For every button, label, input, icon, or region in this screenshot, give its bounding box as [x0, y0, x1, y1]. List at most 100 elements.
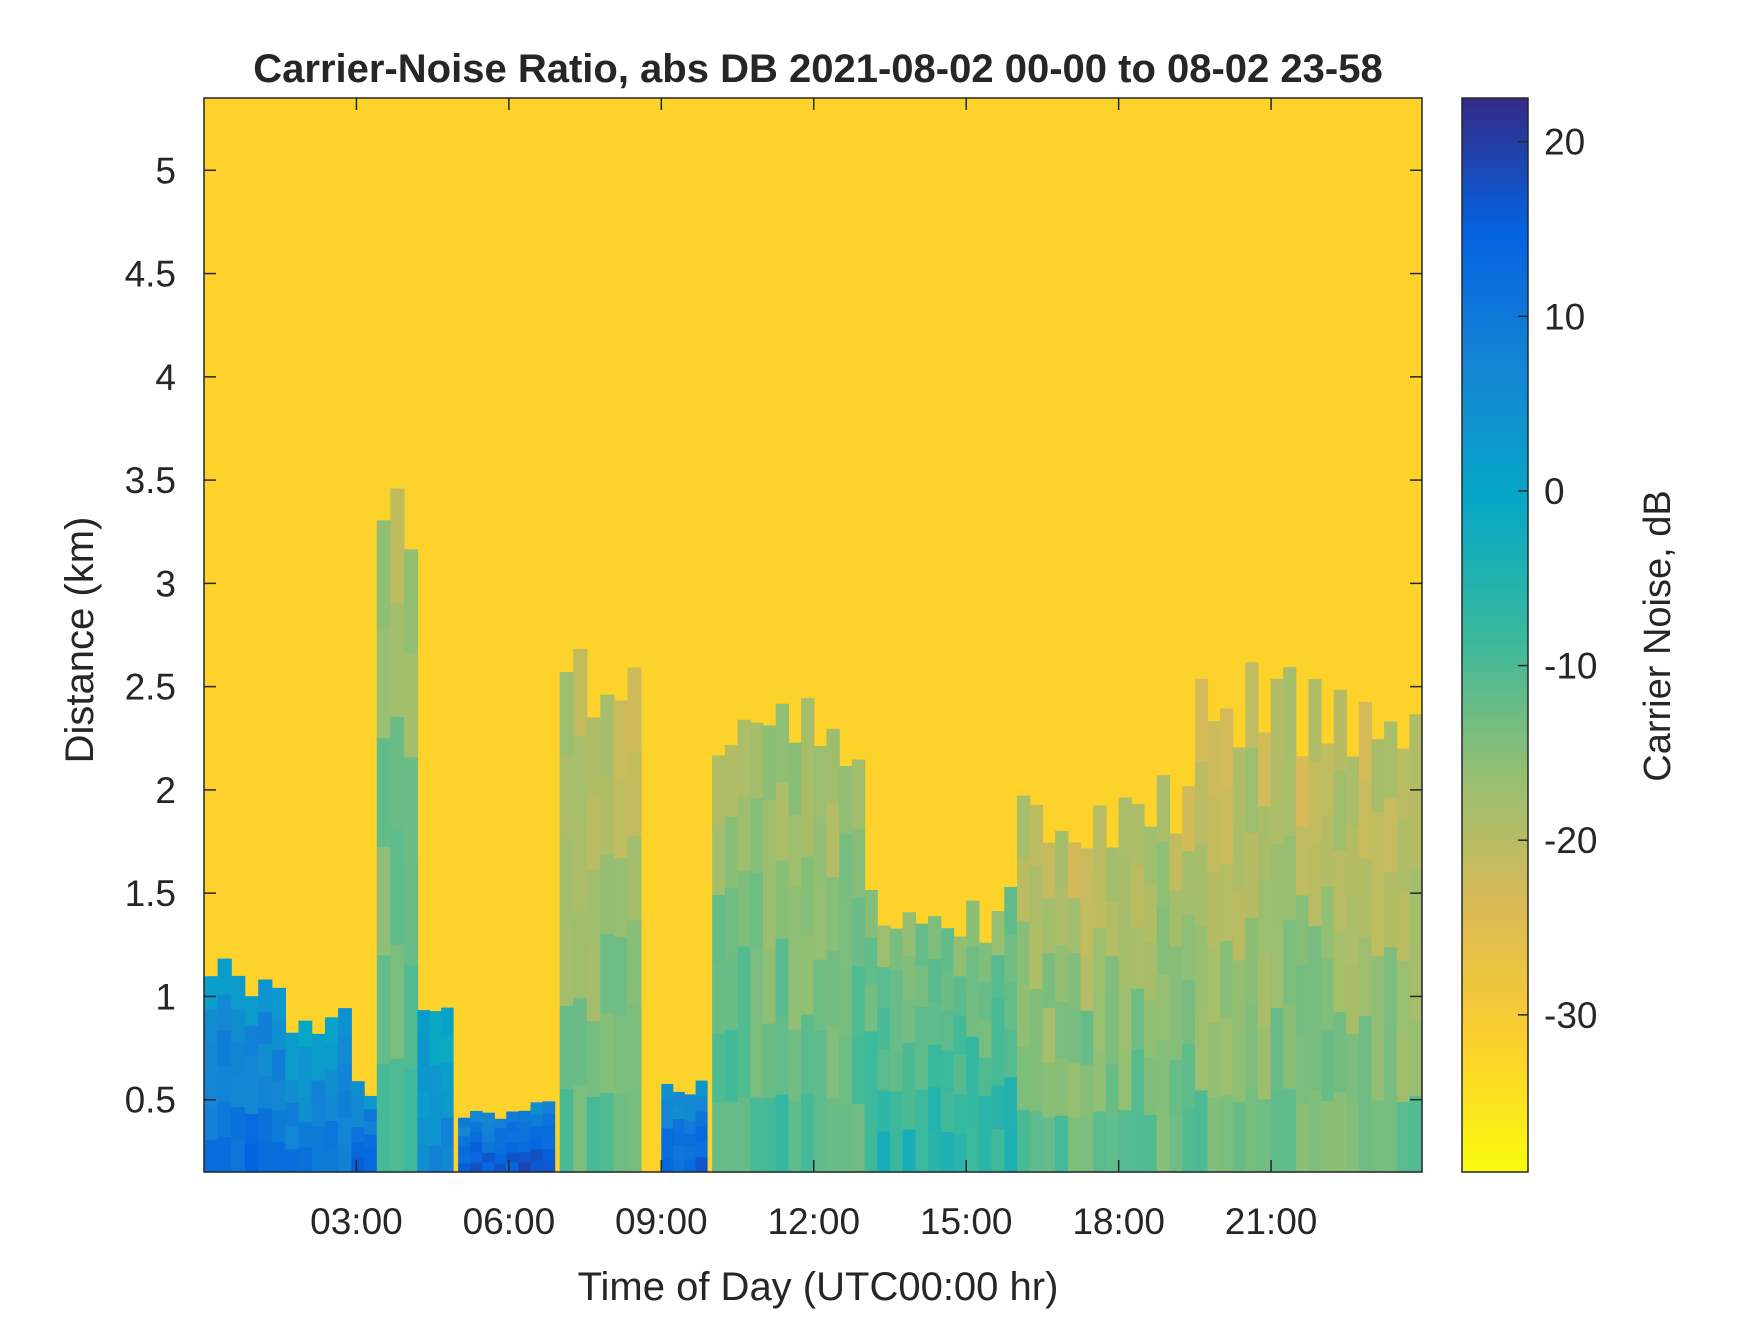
- plot-axes: 03:00 06:00 09:00 12:00 15:00 18:00 21:00 0.5 1 1…: [125, 97, 1423, 1242]
- heatmap-cell: [1156, 973, 1171, 1041]
- heatmap-cell: [737, 1096, 751, 1173]
- heatmap-cell: [966, 1036, 980, 1083]
- heatmap-cell: [1055, 1115, 1069, 1173]
- heatmap-cell: [1105, 955, 1120, 1011]
- heatmap-cell: [1270, 1007, 1284, 1091]
- heatmap-cell: [864, 889, 878, 938]
- heatmap-cell: [285, 1102, 300, 1127]
- heatmap-cell: [1055, 1001, 1069, 1059]
- heatmap-cell: [940, 1009, 955, 1051]
- heatmap-cell: [1042, 897, 1056, 954]
- heatmap-cell: [1118, 1109, 1132, 1173]
- heatmap-cell: [494, 1136, 507, 1146]
- heatmap-cell: [285, 1148, 300, 1173]
- heatmap-cell: [1207, 1096, 1221, 1173]
- heatmap-cell: [1245, 1002, 1259, 1088]
- heatmap-cell: [530, 1160, 544, 1173]
- heatmap-cell: [600, 853, 615, 934]
- y-tick-label: 3.5: [125, 460, 176, 501]
- heatmap-cell: [1182, 850, 1196, 916]
- heatmap-cell: [813, 1030, 828, 1102]
- heatmap-cell: [801, 1093, 815, 1173]
- heatmap-cell: [775, 937, 789, 1017]
- heatmap-cell: [324, 1017, 339, 1044]
- heatmap-cell: [390, 944, 405, 1059]
- heatmap-cell: [1308, 679, 1322, 762]
- heatmap-cell: [978, 1019, 993, 1058]
- heatmap-cell: [801, 935, 815, 1015]
- heatmap-cell: [458, 1163, 471, 1173]
- heatmap-cell: [613, 700, 629, 780]
- heatmap-cell: [258, 1043, 273, 1077]
- heatmap-cell: [1004, 1029, 1018, 1078]
- heatmap-cell: [518, 1141, 532, 1153]
- heatmap-cell: [390, 716, 405, 831]
- heatmap-cell: [217, 958, 232, 995]
- heatmap-cell: [750, 872, 764, 948]
- heatmap-cell: [376, 954, 391, 1064]
- heatmap-cell: [298, 1121, 313, 1148]
- heatmap-cell: [864, 936, 878, 985]
- heatmap-cell: [298, 1071, 313, 1097]
- heatmap-cell: [826, 1024, 840, 1099]
- heatmap-cell: [613, 936, 629, 1016]
- heatmap-cell: [1333, 689, 1347, 771]
- heatmap-cell: [695, 1141, 708, 1158]
- heatmap-cell: [417, 1010, 430, 1038]
- heatmap-cell: [877, 1048, 891, 1091]
- heatmap-cell: [518, 1121, 532, 1132]
- heatmap-cell: [482, 1112, 495, 1124]
- heatmap-cell: [1270, 843, 1284, 926]
- heatmap-cell: [441, 1089, 454, 1118]
- x-tick-label: 03:00: [310, 1201, 403, 1242]
- heatmap-cell: [813, 1101, 828, 1173]
- heatmap-cell: [573, 648, 588, 737]
- heatmap-cell: [839, 901, 853, 970]
- heatmap-cell: [1194, 1007, 1209, 1091]
- heatmap-cell: [613, 779, 629, 859]
- heatmap-cell: [813, 888, 828, 960]
- heatmap-cell: [559, 1088, 574, 1173]
- heatmap-cell: [1131, 988, 1145, 1050]
- heatmap-cell: [1194, 843, 1209, 926]
- x-tick-label: 21:00: [1225, 1201, 1318, 1242]
- heatmap-cell: [231, 1106, 246, 1140]
- heatmap-cell: [530, 1125, 544, 1138]
- heatmap-cell: [1396, 1030, 1410, 1103]
- heatmap-cell: [244, 996, 259, 1027]
- heatmap-cell: [1144, 1056, 1158, 1116]
- heatmap-cell: [530, 1137, 544, 1150]
- heatmap-cell: [928, 1001, 942, 1045]
- heatmap-cell: [470, 1161, 483, 1173]
- heatmap-cell: [586, 868, 601, 946]
- heatmap-cell: [737, 719, 751, 796]
- heatmap-cell: [712, 963, 726, 1034]
- heatmap-cell: [661, 1113, 674, 1129]
- heatmap-cell: [1358, 780, 1373, 860]
- heatmap-cell: [1321, 743, 1335, 816]
- heatmap-cell: [258, 1107, 273, 1141]
- heatmap-cell: [1409, 714, 1423, 792]
- heatmap-cell: [991, 911, 1005, 956]
- heatmap-cell: [586, 1096, 601, 1173]
- heatmap-cell: [1080, 848, 1094, 903]
- heatmap-cell: [1156, 841, 1171, 909]
- colorbar: -30 -20 -10 0 10 20: [1461, 97, 1597, 1173]
- heatmap-cell: [494, 1154, 507, 1164]
- heatmap-cell: [482, 1152, 495, 1163]
- heatmap-cell: [1118, 922, 1132, 986]
- heatmap-cell: [1017, 858, 1031, 922]
- heatmap-cell: [928, 916, 942, 960]
- heatmap-cell: [788, 1028, 802, 1101]
- heatmap-cell: [991, 954, 1005, 999]
- heatmap-cell: [1207, 946, 1221, 1023]
- heatmap-cell: [258, 1075, 273, 1109]
- heatmap-cell: [750, 1022, 764, 1098]
- heatmap-cell: [1258, 1025, 1272, 1100]
- heatmap-cell: [1042, 1117, 1056, 1173]
- heatmap-cell: [1118, 1047, 1132, 1111]
- heatmap-cell: [573, 1084, 588, 1173]
- heatmap-cell: [684, 1120, 697, 1134]
- heatmap-cell: [1118, 984, 1132, 1048]
- heatmap-cell: [600, 1012, 615, 1094]
